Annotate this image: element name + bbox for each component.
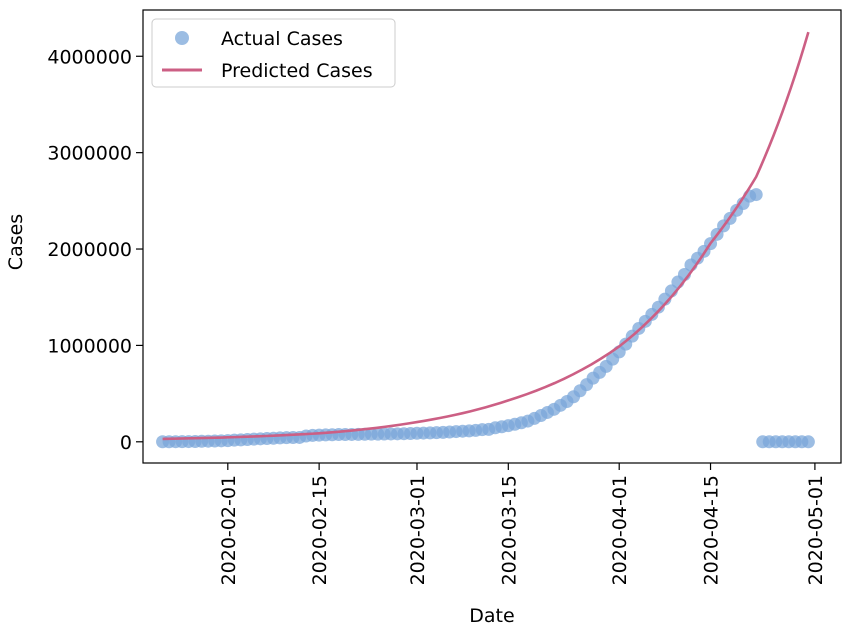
x-tick-label: 2020-02-15 bbox=[309, 475, 331, 585]
y-axis-ticks: 0 1000000 2000000 3000000 4000000 bbox=[47, 46, 143, 454]
x-tick-label: 2020-03-15 bbox=[498, 475, 520, 585]
y-axis-label: Cases bbox=[5, 214, 27, 270]
legend: Actual Cases Predicted Cases bbox=[151, 18, 396, 88]
axes bbox=[142, 9, 842, 464]
actual-cases-series bbox=[156, 188, 815, 449]
legend-box bbox=[151, 18, 396, 88]
actual-case-point bbox=[801, 435, 815, 449]
predicted-cases-series bbox=[162, 31, 810, 441]
predicted-cases-line bbox=[162, 31, 810, 441]
y-tick-label: 4000000 bbox=[47, 46, 132, 68]
x-tick-label: 2020-02-01 bbox=[218, 475, 240, 585]
x-axis-ticks: 2020-02-01 2020-02-15 2020-03-01 2020-03-15… bbox=[218, 463, 827, 585]
legend-predicted-label: Predicted Cases bbox=[221, 60, 373, 82]
x-tick-label: 2020-04-01 bbox=[609, 475, 631, 585]
y-tick-label: 3000000 bbox=[47, 143, 132, 165]
x-tick-label: 2020-04-15 bbox=[701, 475, 723, 585]
plot-frame bbox=[142, 9, 842, 464]
actual-case-point bbox=[749, 188, 763, 202]
y-tick-label: 2000000 bbox=[47, 239, 132, 261]
x-tick-label: 2020-03-01 bbox=[407, 475, 429, 585]
y-tick-label: 0 bbox=[120, 432, 132, 454]
legend-actual-label: Actual Cases bbox=[221, 28, 343, 50]
legend-actual-marker bbox=[175, 31, 189, 45]
x-tick-label: 2020-05-01 bbox=[805, 475, 827, 585]
y-tick-label: 1000000 bbox=[47, 335, 132, 357]
x-axis-label: Date bbox=[469, 605, 514, 627]
